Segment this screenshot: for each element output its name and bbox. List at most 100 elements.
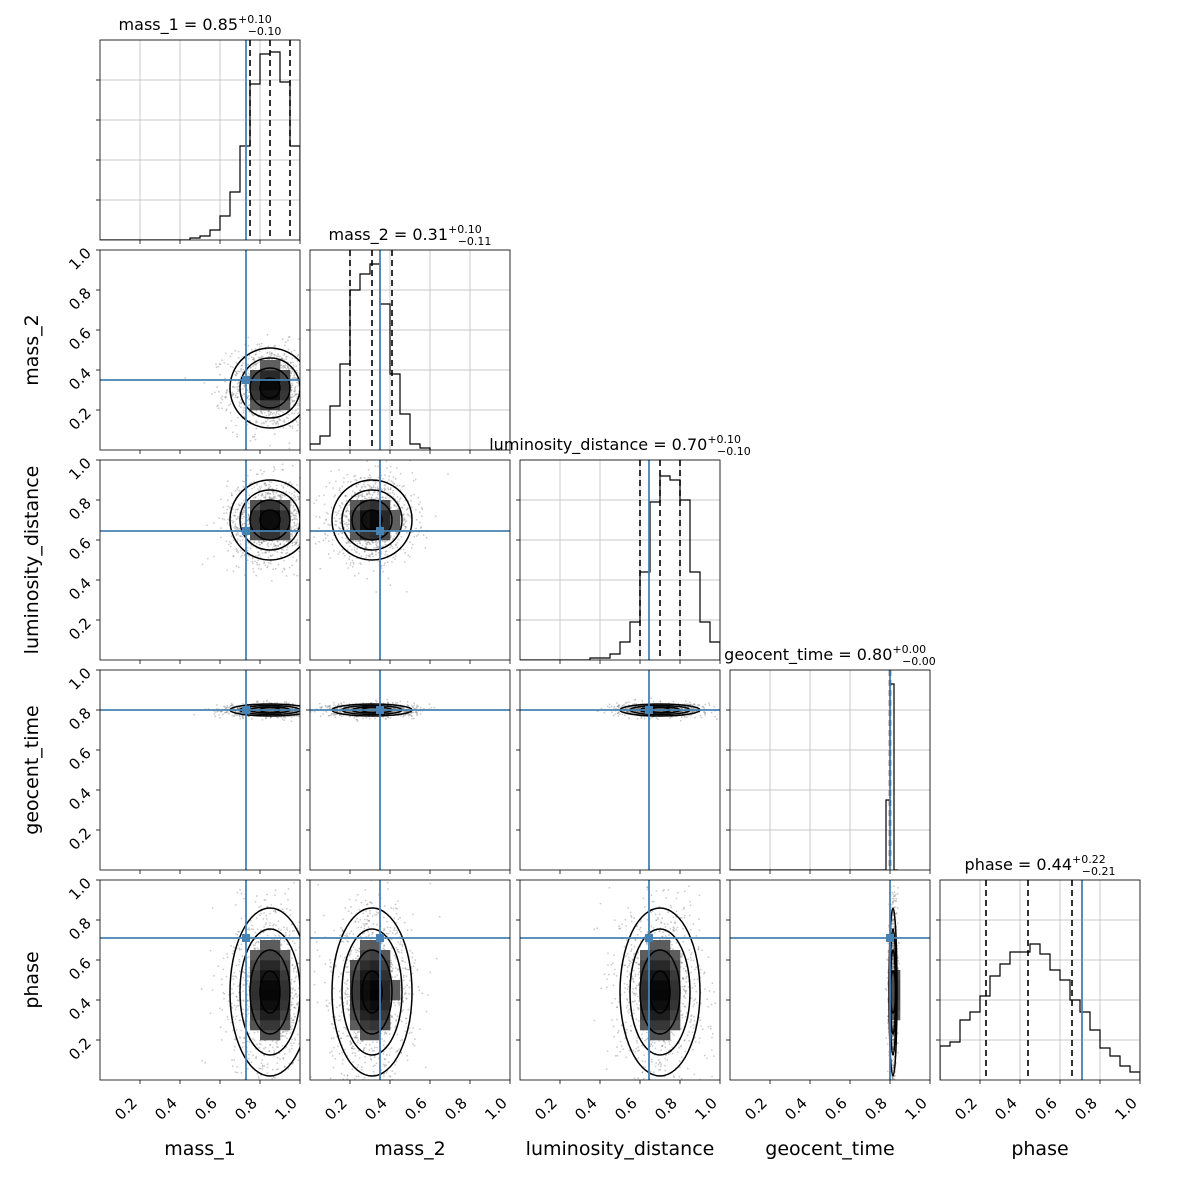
scatter-point: [293, 516, 296, 519]
scatter-point: [401, 506, 403, 509]
scatter-point: [223, 705, 225, 708]
scatter-point: [225, 706, 228, 709]
scatter-point: [254, 497, 257, 499]
scatter-point: [302, 386, 304, 388]
scatter-point: [298, 404, 300, 407]
scatter-point: [328, 707, 331, 710]
scatter-point: [285, 552, 287, 555]
scatter-point: [391, 561, 393, 563]
scatter-point: [258, 553, 261, 556]
scatter-point: [292, 514, 295, 516]
scatter-point: [274, 422, 277, 425]
scatter-point: [222, 713, 224, 716]
scatter-point: [297, 544, 299, 547]
scatter-point: [237, 385, 240, 388]
density-cell: [250, 380, 261, 391]
scatter-point: [395, 544, 397, 547]
scatter-point: [234, 511, 237, 514]
scatter-point: [260, 422, 263, 425]
scatter-point: [290, 716, 293, 719]
scatter-point: [292, 497, 295, 500]
scatter-point: [283, 495, 286, 497]
scatter-point: [267, 345, 270, 348]
scatter-point: [249, 469, 252, 472]
scatter-point: [343, 522, 346, 525]
scatter-point: [240, 502, 243, 505]
scatter-point: [268, 351, 271, 354]
scatter-point: [393, 493, 396, 496]
scatter-point: [341, 531, 344, 534]
density-cell: [390, 520, 401, 531]
scatter-point: [290, 372, 293, 375]
scatter-point: [286, 485, 289, 488]
scatter-point: [293, 400, 296, 402]
scatter-point: [295, 365, 298, 368]
histogram-series: [730, 683, 898, 870]
scatter-point: [341, 532, 343, 535]
scatter-point: [319, 567, 322, 570]
scatter-point: [348, 555, 351, 558]
scatter-point: [277, 353, 279, 355]
scatter-point: [355, 484, 358, 487]
scatter-point: [380, 567, 383, 570]
scatter-point: [253, 540, 256, 543]
scatter-point: [262, 356, 264, 358]
scatter-point: [294, 393, 297, 395]
scatter-point: [259, 356, 261, 359]
scatter-point: [295, 542, 297, 545]
scatter-point: [311, 705, 313, 707]
scatter-point: [264, 491, 267, 494]
scatter-point: [346, 515, 348, 518]
scatter-point: [236, 383, 239, 385]
scatter-point: [291, 533, 293, 536]
scatter-point: [269, 444, 271, 447]
scatter-point: [316, 520, 318, 522]
scatter-point: [254, 438, 257, 441]
density-cell: [270, 520, 281, 531]
scatter-point: [282, 411, 284, 413]
scatter-point: [230, 494, 233, 497]
scatter-point: [382, 545, 384, 548]
scatter-point: [319, 391, 321, 393]
scatter-point: [257, 554, 260, 557]
scatter-point: [215, 366, 218, 369]
scatter-point: [303, 705, 305, 707]
scatter-point: [293, 524, 296, 527]
scatter-point: [385, 497, 387, 500]
scatter-point: [371, 541, 374, 544]
scatter-point: [356, 547, 358, 550]
scatter-point: [346, 523, 349, 526]
scatter-point: [256, 483, 258, 486]
scatter-point: [301, 467, 303, 469]
scatter-point: [269, 716, 272, 719]
scatter-point: [301, 535, 303, 537]
scatter-point: [251, 413, 254, 416]
scatter-point: [375, 700, 378, 703]
scatter-point: [288, 413, 290, 416]
scatter-point: [377, 491, 379, 494]
scatter-point: [295, 420, 298, 423]
scatter-point: [392, 476, 395, 478]
scatter-point: [280, 497, 283, 500]
scatter-point: [339, 527, 342, 530]
scatter-point: [239, 543, 242, 545]
scatter-point: [246, 423, 249, 426]
scatter-point: [291, 384, 294, 387]
scatter-point: [280, 716, 283, 718]
scatter-point: [252, 358, 255, 361]
scatter-point: [391, 545, 393, 548]
scatter-point: [367, 541, 369, 544]
scatter-point: [284, 716, 287, 719]
scatter-point: [264, 564, 267, 567]
scatter-point: [283, 421, 286, 423]
scatter-point: [263, 422, 266, 425]
scatter-point: [255, 421, 257, 424]
scatter-point: [261, 492, 264, 495]
scatter-point: [327, 507, 329, 509]
scatter-point: [406, 531, 408, 534]
scatter-point: [283, 568, 286, 571]
scatter-point: [334, 716, 337, 719]
scatter-point: [291, 493, 293, 495]
scatter-point: [269, 413, 271, 416]
scatter-point: [276, 410, 278, 413]
